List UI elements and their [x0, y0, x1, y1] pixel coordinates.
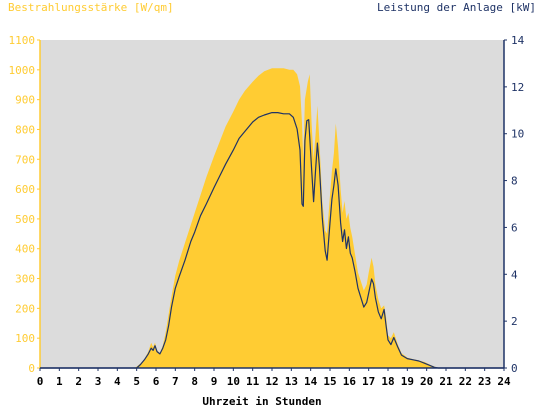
- x-tick-label: 12: [265, 375, 278, 388]
- left-tick-label: 800: [15, 123, 35, 136]
- x-tick-label: 0: [37, 375, 44, 388]
- left-tick-label: 300: [15, 273, 35, 286]
- right-tick-label: 8: [511, 175, 518, 188]
- x-tick-label: 7: [172, 375, 179, 388]
- right-tick-label: 6: [511, 221, 518, 234]
- right-axis-title: Leistung der Anlage [kW]: [377, 1, 536, 14]
- left-tick-label: 600: [15, 183, 35, 196]
- x-axis-ticks: 0 1 2 3 4 5 6 7 8 9 10 11 12 13 14 15 16 17 18 19 20 21 22 23 24: [37, 368, 511, 388]
- left-tick-label: 900: [15, 94, 35, 107]
- left-tick-label: 1000: [9, 64, 36, 77]
- right-tick-label: 14: [511, 34, 525, 47]
- left-tick-label: 400: [15, 243, 35, 256]
- x-tick-label: 6: [153, 375, 160, 388]
- x-tick-label: 11: [246, 375, 260, 388]
- x-tick-label: 19: [401, 375, 414, 388]
- x-tick-label: 17: [362, 375, 375, 388]
- x-tick-label: 4: [114, 375, 121, 388]
- x-tick-label: 9: [211, 375, 218, 388]
- x-tick-label: 10: [227, 375, 240, 388]
- left-tick-label: 500: [15, 213, 35, 226]
- x-tick-label: 2: [75, 375, 82, 388]
- x-tick-label: 16: [343, 375, 357, 388]
- x-tick-label: 5: [133, 375, 140, 388]
- left-tick-label: 200: [15, 302, 35, 315]
- left-tick-label: 1100: [9, 34, 36, 47]
- right-tick-label: 12: [511, 81, 524, 94]
- left-tick-label: 100: [15, 332, 35, 345]
- x-tick-label: 8: [191, 375, 198, 388]
- right-axis-ticks: 0 2 4 6 8 10 12 14: [504, 34, 525, 375]
- right-tick-label: 10: [511, 128, 524, 141]
- right-tick-label: 0: [511, 362, 518, 375]
- right-tick-label: 2: [511, 315, 518, 328]
- right-tick-label: 4: [511, 268, 518, 281]
- x-axis-title: Uhrzeit in Stunden: [202, 395, 321, 408]
- x-tick-label: 24: [497, 375, 511, 388]
- x-tick-label: 13: [285, 375, 298, 388]
- x-tick-label: 21: [439, 375, 453, 388]
- x-tick-label: 20: [420, 375, 433, 388]
- x-tick-label: 14: [304, 375, 318, 388]
- x-tick-label: 18: [381, 375, 394, 388]
- left-tick-label: 0: [28, 362, 35, 375]
- left-axis-title: Bestrahlungsstärke [W/qm]: [8, 1, 174, 14]
- left-tick-label: 700: [15, 153, 35, 166]
- x-tick-label: 1: [56, 375, 63, 388]
- irradiance-area: [40, 68, 504, 369]
- x-tick-label: 22: [459, 375, 472, 388]
- x-tick-label: 23: [478, 375, 491, 388]
- x-tick-label: 15: [323, 375, 336, 388]
- power-line: [40, 112, 504, 369]
- x-tick-label: 3: [95, 375, 102, 388]
- left-axis-ticks: 0 100 200 300 400 500 600 700 800 900 1000 1100: [9, 34, 40, 375]
